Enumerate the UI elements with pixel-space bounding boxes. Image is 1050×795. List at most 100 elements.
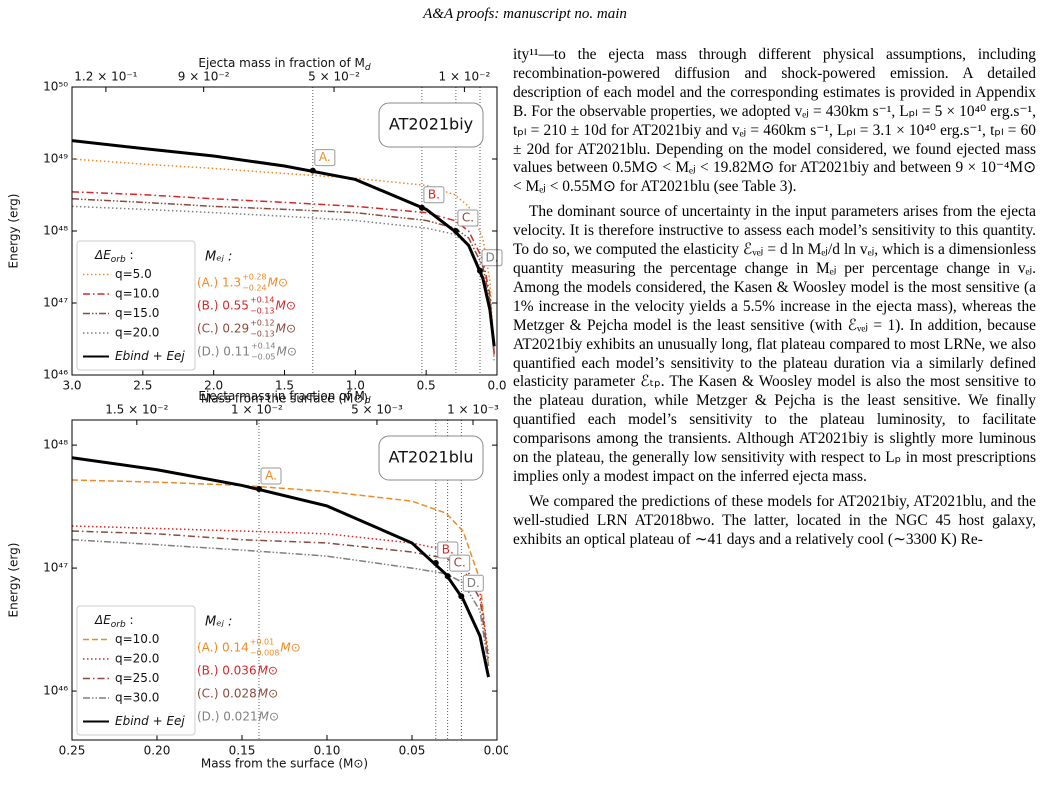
- marker-label-box: [449, 554, 471, 572]
- mej-unit: M⊙: [276, 345, 296, 359]
- x2-tick-label: 9 × 10⁻²: [178, 70, 230, 84]
- x-tick-label: 0.25: [59, 744, 86, 758]
- x2-axis-label-sub: d: [365, 396, 371, 406]
- mej-value: (C.) 0.028: [197, 687, 257, 701]
- paragraph: ity¹¹—to the ejecta mass through differe…: [513, 46, 1036, 196]
- series-line: [72, 198, 495, 357]
- y-tick-label: 10⁴⁸: [43, 224, 68, 238]
- legend-label: Ebind + Eej: [115, 714, 185, 728]
- legend-label: q=25.0: [115, 671, 159, 685]
- x-tick-label: 0.15: [229, 744, 256, 758]
- legend-label: q=30.0: [115, 691, 159, 705]
- mej-unit: M⊙: [275, 299, 295, 313]
- mej-title: Mₑⱼ :: [205, 615, 232, 630]
- marker-label-box: [423, 186, 445, 204]
- x2-tick-label: 1 × 10⁻³: [447, 403, 499, 417]
- mej-lower: −0.13: [250, 307, 275, 316]
- series-line: [72, 479, 490, 667]
- x-tick-label: 0.0: [487, 379, 506, 393]
- legend-title-text: ΔE: [94, 613, 111, 627]
- mej-value: (D.) 0.11: [197, 345, 250, 359]
- mej-lower: −0.008: [250, 649, 280, 658]
- mej-unit: M⊙: [259, 710, 279, 724]
- legend-title: ΔEorb :: [94, 248, 134, 265]
- mej-unit: M⊙: [258, 687, 278, 701]
- legend-label: q=15.0: [115, 306, 159, 320]
- object-label: AT2021blu: [389, 448, 474, 467]
- marker-label: A.: [265, 468, 277, 482]
- y-tick-label: 10⁴⁸: [43, 438, 68, 452]
- x-tick-label: 0.05: [399, 744, 426, 758]
- marker-label: D.: [485, 250, 498, 264]
- x2-tick-label: 1 × 10⁻²: [439, 70, 491, 84]
- y-tick-label: 10⁴⁷: [43, 561, 68, 575]
- y-tick-label: 10⁴⁶: [43, 368, 68, 382]
- object-label: AT2021biy: [389, 115, 473, 134]
- mej-value: (D.) 0.021: [197, 710, 258, 724]
- mej-upper: +0.12: [250, 319, 275, 328]
- legend-box: [76, 605, 196, 736]
- legend-label: q=5.0: [115, 267, 152, 281]
- marker-label: D.: [467, 576, 480, 590]
- text-column: ity¹¹—to the ejecta mass through differe…: [513, 46, 1036, 795]
- marker-label-box: [437, 541, 459, 559]
- series-line: [72, 139, 496, 347]
- x2-tick-label: 1 × 10⁻²: [231, 403, 283, 417]
- marker-label-box: [457, 209, 479, 227]
- marker-point: [444, 573, 451, 580]
- mej-unit: M⊙: [276, 322, 296, 336]
- running-header: A&A proofs: manuscript no. main: [423, 6, 627, 22]
- y-tick-label: 10⁴⁷: [43, 296, 68, 310]
- x-tick-label: 3.0: [62, 379, 81, 393]
- object-label-box: [378, 102, 484, 148]
- x2-axis-label: Ejecta mass in fraction of Md: [198, 389, 371, 406]
- y-tick-label: 10⁴⁶: [43, 684, 68, 698]
- x-axis-label: Mass from the surface (M⊙): [201, 757, 368, 771]
- mej-unit: M⊙: [258, 664, 278, 678]
- x-tick-label: 0.10: [314, 744, 341, 758]
- x2-axis-label-sub: d: [365, 63, 371, 73]
- legend-label: q=10.0: [115, 632, 159, 646]
- x2-axis-label: Ejecta mass in fraction of Md: [198, 56, 371, 73]
- x2-tick-label: 5 × 10⁻³: [351, 403, 403, 417]
- marker-label-box: [260, 467, 282, 485]
- legend-label: q=20.0: [115, 652, 159, 666]
- y-axis-label: Energy (erg): [7, 543, 21, 618]
- mej-value: (A.) 1.3: [197, 276, 241, 290]
- x2-tick-label: 1.5 × 10⁻²: [105, 403, 168, 417]
- series-line: [72, 538, 490, 667]
- legend-box: [76, 240, 196, 371]
- marker-point: [256, 485, 262, 492]
- mej-title: Mₑⱼ :: [205, 250, 232, 265]
- x-tick-label: 0.20: [144, 744, 171, 758]
- y-tick-label: 10⁵⁰: [43, 80, 68, 94]
- marker-label: C.: [462, 211, 474, 225]
- marker-point: [458, 593, 465, 600]
- x-axis-label: Mass from the surface (M⊙): [201, 392, 368, 406]
- legend-title: ΔEorb :: [94, 613, 134, 630]
- series-line: [72, 191, 495, 354]
- marker-point: [309, 167, 316, 174]
- mej-value: (B.) 0.036: [197, 664, 257, 678]
- marker-label: C.: [454, 556, 466, 570]
- marker-point: [452, 228, 459, 234]
- plot-area: [72, 456, 490, 678]
- mej-upper: +0.14: [251, 342, 276, 351]
- legend-title-sub: orb: [111, 620, 126, 630]
- mej-value: (B.) 0.55: [197, 299, 249, 313]
- x2-tick-label: 5 × 10⁻²: [308, 70, 360, 84]
- legend-title-tail: :: [126, 613, 134, 627]
- paragraph: The dominant source of uncertainty in th…: [513, 203, 1036, 485]
- marker-point: [432, 559, 439, 566]
- mej-upper: +0.14: [250, 296, 275, 305]
- series-line: [72, 456, 490, 678]
- marker-label: B.: [442, 542, 454, 556]
- marker-point: [477, 267, 483, 274]
- marker-label-box: [462, 574, 484, 592]
- x2-tick-label: 1.2 × 10⁻¹: [74, 70, 137, 84]
- mej-lower: −0.13: [250, 330, 275, 339]
- figure: 10⁴⁶ 10⁴⁷ 10⁴⁸ 10⁴⁹ 10⁵⁰ 3.0 2.5 2.0 1.5 1.0 0.5 0.…: [7, 56, 509, 771]
- y-tick-label: 10⁴⁹: [43, 152, 68, 166]
- object-label-box: [378, 435, 484, 481]
